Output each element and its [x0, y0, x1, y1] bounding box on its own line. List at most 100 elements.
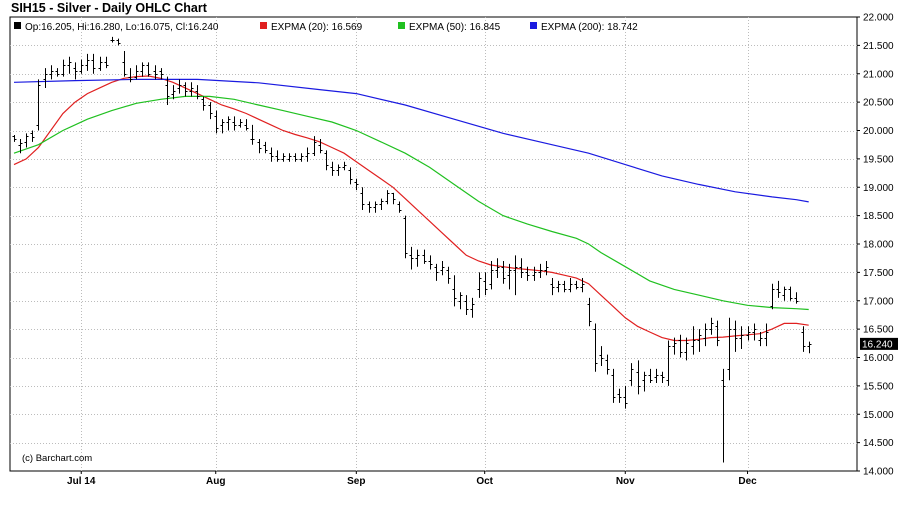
y-tick-label: 21.000 [863, 69, 894, 80]
x-tick-label: Nov [616, 476, 635, 487]
ohlc-bar [348, 167, 353, 185]
ohlc-bar [293, 153, 298, 162]
ohlc-bar [85, 53, 90, 71]
ohlc-bar [550, 278, 555, 296]
legend-label: EXPMA (50): 16.845 [409, 22, 501, 33]
ohlc-bar [165, 76, 170, 105]
ohlc-bar [275, 150, 280, 162]
ohlc-bar [752, 323, 757, 341]
y-tick-label: 18.500 [863, 211, 894, 222]
y-tick-label: 15.500 [863, 381, 894, 392]
ohlc-bar [208, 102, 213, 120]
ohlc-bar [73, 62, 78, 80]
ohlc-bar [513, 255, 518, 296]
ohlc-bar [691, 326, 696, 355]
grid-lines [10, 17, 857, 471]
ohlc-bar [470, 297, 475, 318]
ohlc-bar [336, 164, 341, 176]
y-tick-label: 19.000 [863, 183, 894, 194]
ohlc-bar [532, 266, 537, 281]
ohlc-bar [171, 85, 176, 100]
ohlc-bar [360, 187, 365, 210]
ohlc-bar [452, 275, 457, 307]
ohlc-bar [580, 278, 585, 293]
ohlc-bar [617, 388, 622, 403]
ohlc-bar [538, 263, 543, 279]
ohlc-bar [244, 119, 249, 131]
ohlc-bar [727, 317, 732, 381]
ohlc-bar [733, 320, 738, 352]
ohlc-bar [91, 53, 96, 74]
last-price-marker[interactable]: 16.240 [860, 337, 898, 351]
ohlc-bar [403, 215, 408, 259]
ohlc-bar [287, 153, 292, 162]
ohlc-bar [354, 178, 359, 191]
ohlc-bar [574, 280, 579, 290]
ohlc-bar [422, 249, 427, 264]
ohlc-bar [434, 263, 439, 281]
ohlc-bar [201, 96, 206, 111]
series-line-expma-20 [13, 75, 809, 342]
ohlc-bar [697, 329, 702, 352]
ohlc-bar [788, 286, 793, 301]
ohlc-bar [611, 368, 616, 403]
legend-item: EXPMA (20): 16.569 [260, 22, 363, 33]
ohlc-bar [367, 201, 372, 213]
ohlc-bar [568, 278, 573, 293]
ohlc-bar [373, 201, 378, 213]
ohlc-bar [153, 65, 158, 80]
x-axis: Jul 14 Aug Sep Oct Nov Dec [67, 471, 757, 487]
ohlc-bar [703, 323, 708, 347]
y-tick-label: 14.000 [863, 467, 894, 478]
ohlc-bar [409, 246, 414, 270]
ohlc-bar [764, 323, 769, 347]
series-line-expma-200 [13, 78, 809, 203]
legend-label: EXPMA (20): 16.569 [271, 22, 363, 33]
ohlc-bar [782, 286, 787, 301]
ohlc-bar [250, 124, 255, 145]
series-line-expma-50 [13, 95, 809, 311]
ohlc-bars [12, 36, 812, 463]
ohlc-bar [312, 136, 317, 157]
y-tick-label: 19.500 [863, 154, 894, 165]
copyright-text: (c) Barchart.com [22, 453, 92, 464]
last-price-label: 16.240 [862, 339, 893, 350]
legend-item: EXPMA (50): 16.845 [398, 22, 501, 33]
ohlc-bar [128, 68, 133, 83]
y-tick-label: 20.500 [863, 98, 894, 109]
ohlc-bar [623, 385, 628, 409]
ohlc-bar [342, 161, 347, 171]
y-tick-label: 16.000 [863, 353, 894, 364]
legend-swatch [398, 22, 405, 29]
ohlc-bar [12, 135, 17, 142]
ohlc-bar [263, 141, 268, 154]
ohlc-bar [318, 139, 323, 154]
ohlc-bar [648, 368, 653, 384]
ohlc-bar [495, 258, 500, 279]
ohlc-bar [214, 110, 219, 134]
ohlc-bar [177, 79, 182, 94]
ohlc-bar [721, 368, 726, 463]
ohlc-bar [159, 68, 164, 80]
ohlc-bar [146, 62, 151, 77]
ohlc-bar [556, 280, 561, 293]
ohlc-bar [629, 363, 634, 386]
ohlc-bar [226, 116, 231, 131]
ohlc-bar [391, 192, 396, 205]
ohlc-bar [134, 65, 139, 80]
ohlc-bar [49, 65, 54, 80]
ohlc-bar [281, 153, 286, 162]
ohlc-bar [104, 56, 109, 69]
ohlc-bar [24, 133, 29, 148]
ohlc-bar [43, 68, 48, 88]
ohlc-bar [489, 261, 494, 290]
ohlc-bar [79, 59, 84, 74]
ohlc-bar [110, 36, 115, 43]
legend-label: EXPMA (200): 18.742 [541, 22, 638, 33]
ohlc-bar [440, 261, 445, 276]
ohlc-bar [98, 56, 103, 71]
ohlc-bar [299, 153, 304, 162]
x-tick-label: Oct [476, 476, 493, 487]
ohlc-bar [477, 272, 482, 298]
y-tick-label: 15.000 [863, 410, 894, 421]
